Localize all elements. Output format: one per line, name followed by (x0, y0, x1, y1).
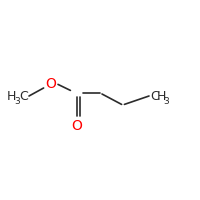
Text: C: C (19, 90, 28, 102)
Text: C: C (151, 90, 159, 102)
Text: O: O (46, 77, 56, 91)
Text: H: H (6, 90, 16, 102)
Text: O: O (72, 119, 82, 133)
Text: 3: 3 (164, 97, 169, 106)
Text: 3: 3 (15, 97, 20, 106)
Text: H: H (156, 90, 166, 102)
